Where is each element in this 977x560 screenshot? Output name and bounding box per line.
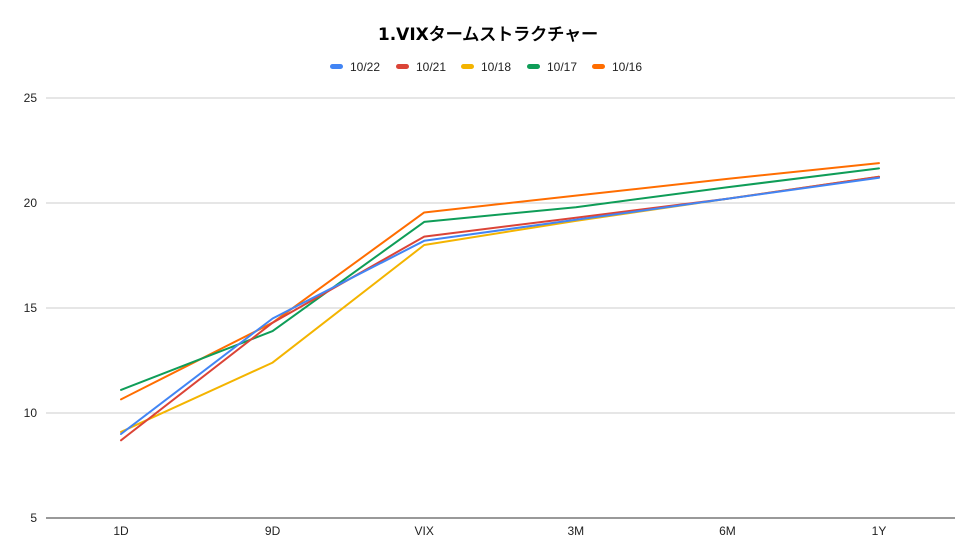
series-line-10-21 xyxy=(120,175,880,442)
y-tick-label: 10 xyxy=(24,406,38,420)
legend-swatch xyxy=(592,64,605,69)
x-axis-ticks: 1D 9D VIX 3M 6M 1Y xyxy=(113,524,886,538)
y-tick-label: 20 xyxy=(24,196,38,210)
y-tick-label: 5 xyxy=(30,511,37,525)
legend-swatch xyxy=(527,64,540,69)
series-line-10-22 xyxy=(120,176,880,435)
y-axis-ticks: 5 10 15 20 25 xyxy=(24,91,38,525)
series-lines xyxy=(120,162,880,442)
legend-label: 10/22 xyxy=(350,60,380,74)
x-tick-label: 9D xyxy=(265,524,281,538)
series-line-10-16 xyxy=(120,162,880,401)
legend-label: 10/17 xyxy=(547,60,577,74)
x-tick-label: VIX xyxy=(415,524,434,538)
legend: 10/22 10/21 10/18 10/17 10/16 xyxy=(330,60,642,74)
legend-swatch xyxy=(396,64,409,69)
series-line-10-17 xyxy=(120,167,880,391)
y-tick-label: 25 xyxy=(24,91,38,105)
legend-swatch xyxy=(330,64,343,69)
legend-item-10-22[interactable]: 10/22 xyxy=(330,60,380,74)
x-tick-label: 1D xyxy=(113,524,129,538)
legend-item-10-21[interactable]: 10/21 xyxy=(396,60,446,74)
legend-label: 10/18 xyxy=(481,60,511,74)
chart-title: 1.VIXタームストラクチャー xyxy=(378,25,598,45)
legend-item-10-16[interactable]: 10/16 xyxy=(592,60,642,74)
y-tick-label: 15 xyxy=(24,301,38,315)
x-tick-label: 1Y xyxy=(872,524,887,538)
legend-item-10-17[interactable]: 10/17 xyxy=(527,60,577,74)
legend-label: 10/21 xyxy=(416,60,446,74)
legend-swatch xyxy=(461,64,474,69)
x-tick-label: 6M xyxy=(719,524,736,538)
legend-item-10-18[interactable]: 10/18 xyxy=(461,60,511,74)
gridlines xyxy=(46,97,955,519)
x-tick-label: 3M xyxy=(567,524,584,538)
legend-label: 10/16 xyxy=(612,60,642,74)
